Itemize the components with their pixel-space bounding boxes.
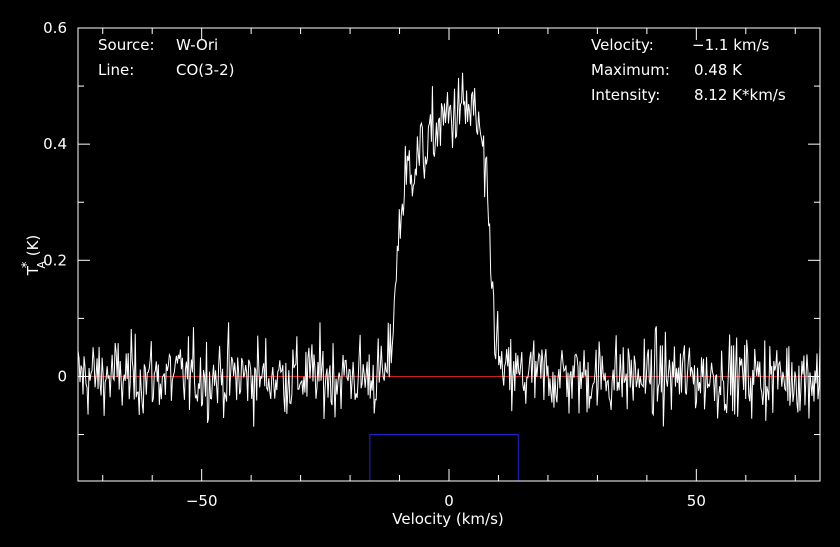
x-axis-label: Velocity (km/s) xyxy=(392,510,503,528)
y-axis-label-unit: (K) xyxy=(24,235,42,261)
tick-marks-group xyxy=(78,27,820,481)
source-label: Source: xyxy=(98,36,155,54)
velocity-label: Velocity: xyxy=(591,36,654,54)
source-value: W-Ori xyxy=(176,36,218,54)
x-tick-label: 0 xyxy=(444,492,454,510)
y-axis-label: T*A (K) xyxy=(20,235,48,277)
y-tick-label: 0.4 xyxy=(43,135,67,153)
x-tick-label: −50 xyxy=(186,492,218,510)
intensity-value: 8.12 K*km/s xyxy=(694,86,786,104)
y-tick-label: 0.2 xyxy=(43,251,67,269)
maximum-label: Maximum: xyxy=(591,61,670,79)
y-tick-label: 0.6 xyxy=(43,19,67,37)
tick-labels-group: −50 0 50 0 0.2 0.4 0.6 xyxy=(43,19,706,510)
y-axis-label-sub: A xyxy=(35,261,48,269)
y-axis-label-main: T xyxy=(24,265,42,276)
spectrum-line xyxy=(77,72,821,427)
y-tick-label: 0 xyxy=(57,367,67,385)
line-value: CO(3-2) xyxy=(176,61,234,79)
velocity-value: −1.1 km/s xyxy=(692,36,770,54)
intensity-label: Intensity: xyxy=(591,86,660,104)
line-label: Line: xyxy=(98,61,134,79)
y-axis-label-star: * xyxy=(20,261,35,268)
x-tick-label: 50 xyxy=(687,492,706,510)
maximum-value: 0.48 K xyxy=(694,61,743,79)
